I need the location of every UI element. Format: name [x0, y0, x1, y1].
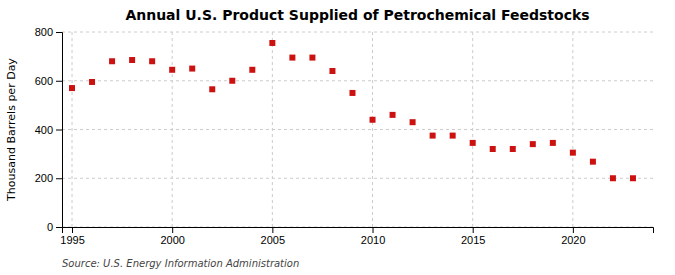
point [490, 146, 496, 152]
point [209, 86, 215, 92]
axis-line [63, 228, 654, 234]
tick: 0 [47, 221, 62, 233]
point [450, 133, 456, 139]
tick-label: 200 [35, 172, 53, 184]
point [169, 67, 175, 73]
point [630, 175, 636, 181]
tick: 200 [35, 172, 62, 184]
tick: 2000 [160, 227, 184, 246]
tick-mark [56, 32, 62, 33]
grid-line-x [72, 32, 73, 227]
point [349, 90, 355, 96]
y-axis: 0 200 400 600 800 [35, 26, 63, 233]
grid-line-x [172, 32, 173, 227]
point [189, 66, 195, 72]
tick: 600 [35, 75, 62, 87]
title: Annual U.S. Product Supplied of Petroche… [125, 7, 589, 23]
tick-label: 2000 [160, 234, 184, 246]
grid-line-y [62, 32, 653, 33]
point [249, 67, 255, 73]
tick-mark [56, 178, 62, 179]
point [570, 150, 576, 156]
tick-label: 1995 [60, 234, 84, 246]
point [550, 140, 556, 146]
grid-line-y [62, 178, 653, 179]
point [309, 55, 315, 61]
point [370, 117, 376, 123]
tick: 2020 [561, 227, 585, 246]
tick-label: 2015 [461, 234, 485, 246]
tick-mark [56, 227, 62, 228]
points [69, 40, 636, 181]
point [390, 112, 396, 118]
tick-mark [172, 227, 173, 233]
tick-label: 2010 [361, 234, 385, 246]
point [410, 119, 416, 125]
annotation: Source: U.S. Energy Information Administ… [62, 258, 299, 269]
point [510, 146, 516, 152]
point [289, 55, 295, 61]
point [610, 175, 616, 181]
plot: 1995 2000 2005 2010 2015 2020 0 200 400 600 800 [35, 26, 654, 246]
point [430, 133, 436, 139]
point [229, 78, 235, 84]
x-axis: 1995 2000 2005 2010 2015 2020 [60, 227, 653, 246]
tick-mark [56, 81, 62, 82]
tick-label: 600 [35, 75, 53, 87]
point [129, 57, 135, 63]
tick-label: 800 [35, 26, 53, 38]
grid-line-x [372, 32, 373, 227]
point [109, 58, 115, 64]
chart: 1995 2000 2005 2010 2015 2020 0 200 400 600 800 Ann… [0, 0, 675, 275]
tick-mark [56, 130, 62, 131]
tick-mark [473, 227, 474, 233]
point [470, 140, 476, 146]
grid-line-x [272, 32, 273, 227]
tick: 400 [35, 124, 62, 136]
tick: 2005 [261, 227, 285, 246]
point [329, 68, 335, 74]
tick: 2015 [461, 227, 485, 246]
grid [62, 32, 653, 227]
tick: 2010 [361, 227, 385, 246]
tick-label: 2005 [261, 234, 285, 246]
y-axis-title: Thousand Barrels per Day [5, 58, 18, 202]
point [530, 141, 536, 147]
tick-mark [573, 227, 574, 233]
point [89, 79, 95, 85]
grid-line-x [572, 32, 573, 227]
grid-line-y [62, 80, 653, 81]
tick: 1995 [60, 227, 84, 246]
point [269, 40, 275, 46]
point [69, 85, 75, 91]
grid-line-y [62, 129, 653, 130]
point [149, 58, 155, 64]
tick-label: 0 [47, 221, 53, 233]
tick-mark [272, 227, 273, 233]
tick-label: 2020 [561, 234, 585, 246]
tick-mark [373, 227, 374, 233]
point [590, 159, 596, 165]
tick-mark [72, 227, 73, 233]
axis-line [56, 33, 63, 228]
grid-line-x [472, 32, 473, 227]
tick: 800 [35, 26, 62, 38]
tick-label: 400 [35, 124, 53, 136]
